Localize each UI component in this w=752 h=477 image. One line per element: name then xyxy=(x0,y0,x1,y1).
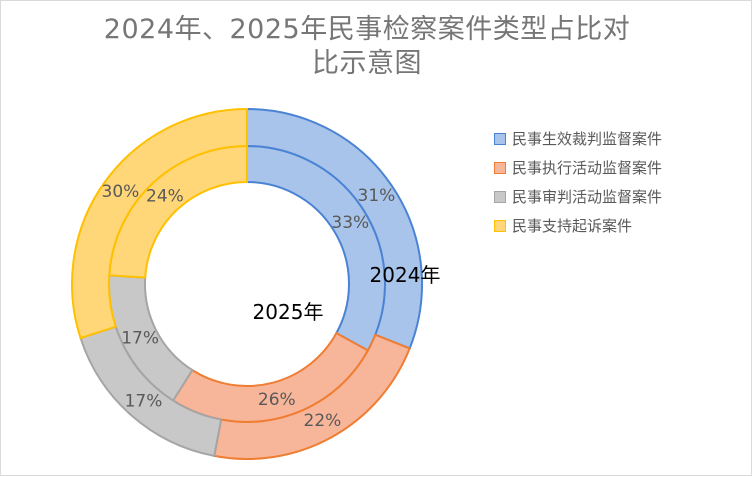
legend-item-civil-judgment-supervision: 民事生效裁判监督案件 xyxy=(494,124,739,153)
legend-item-civil-trial-supervision: 民事审判活动监督案件 xyxy=(494,182,739,211)
legend-swatch-civil-trial-supervision xyxy=(494,190,506,203)
legend-swatch-civil-judgment-supervision xyxy=(494,132,506,145)
chart-title-line-1: 2024年、2025年民事检察案件类型占比对 xyxy=(103,14,631,45)
ring-label-2025: 2025年 xyxy=(253,300,324,324)
legend-label-civil-trial-supervision: 民事审判活动监督案件 xyxy=(512,188,663,206)
legend-swatch-civil-support-prosecution xyxy=(494,219,506,232)
slice-label-2024-1: 31% xyxy=(358,186,396,206)
chart-legend: 民事生效裁判监督案件 民事执行活动监督案件 民事审判活动监督案件 民事支持起诉案… xyxy=(494,124,739,240)
slice-label-2025-3: 17% xyxy=(121,329,159,349)
legend-item-civil-execution-supervision: 民事执行活动监督案件 xyxy=(494,153,739,182)
legend-label-civil-execution-supervision: 民事执行活动监督案件 xyxy=(512,159,663,177)
chart-title: 2024年、2025年民事检察案件类型占比对 比示意图 xyxy=(41,13,693,81)
slice-label-2025-1: 33% xyxy=(331,213,369,233)
legend-item-civil-support-prosecution: 民事支持起诉案件 xyxy=(494,211,739,240)
slice-label-2024-3: 17% xyxy=(125,391,163,411)
slice-2024-4 xyxy=(71,107,248,340)
slice-label-2024-2: 22% xyxy=(304,411,342,431)
slice-label-2024-4: 30% xyxy=(102,182,140,202)
ring-label-2024: 2024年 xyxy=(370,263,441,287)
slice-label-2025-2: 26% xyxy=(258,390,296,410)
legend-label-civil-support-prosecution: 民事支持起诉案件 xyxy=(512,217,633,235)
legend-label-civil-judgment-supervision: 民事生效裁判监督案件 xyxy=(512,130,663,148)
chart-title-line-2: 比示意图 xyxy=(312,48,422,79)
slice-label-2025-4: 24% xyxy=(146,187,184,207)
legend-swatch-civil-execution-supervision xyxy=(494,161,506,174)
